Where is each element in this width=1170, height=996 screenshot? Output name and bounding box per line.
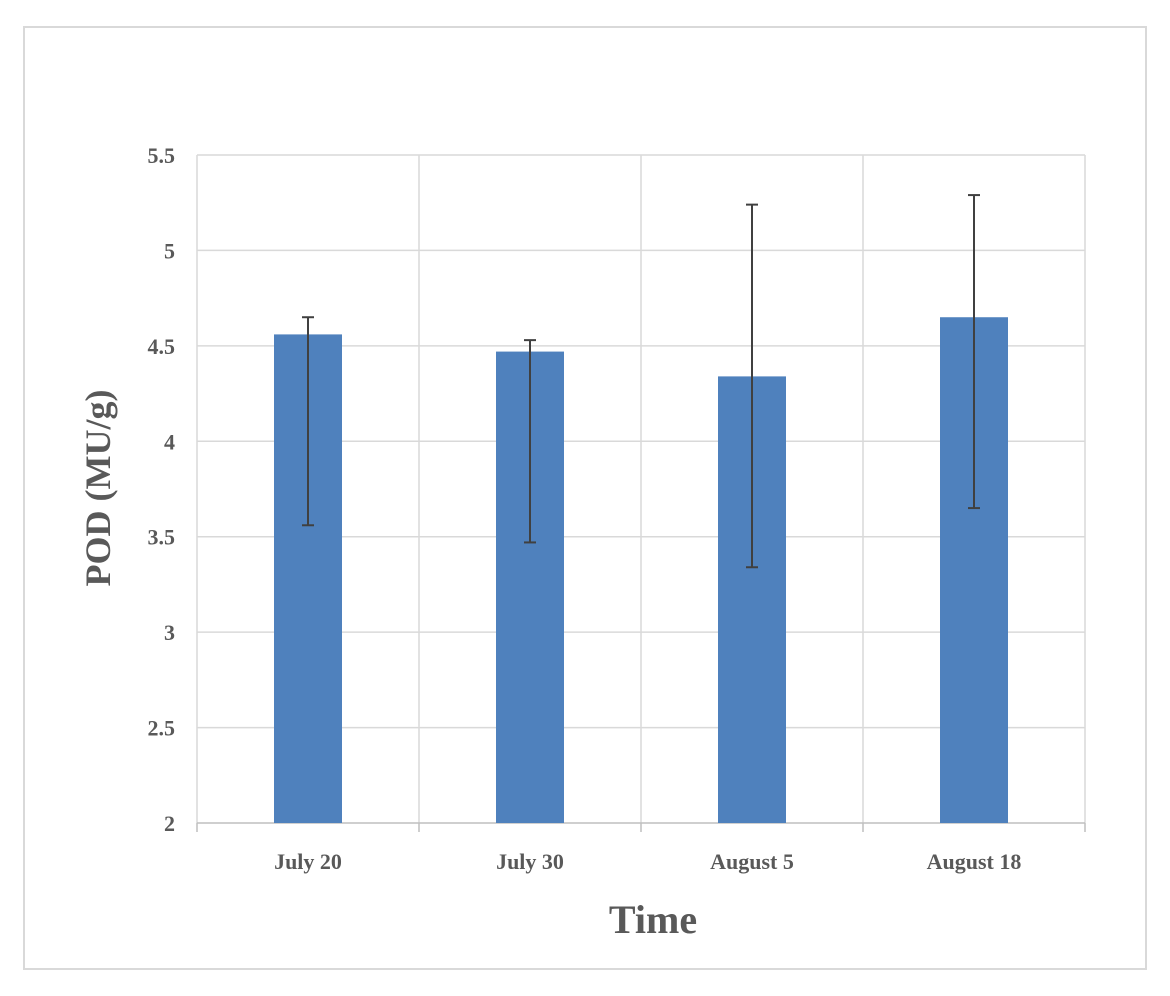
bars <box>274 317 1008 823</box>
error-bar <box>746 203 758 569</box>
x-tick-label: August 18 <box>927 849 1022 874</box>
error-bar <box>968 194 980 510</box>
y-tick-label: 3 <box>164 620 175 645</box>
x-axis: July 20 July 30 August 5 August 18 <box>196 822 1086 874</box>
y-tick-label: 3.5 <box>148 525 176 550</box>
y-tick-label: 2 <box>164 811 175 836</box>
x-axis-title: Time <box>609 897 697 942</box>
x-tick-label: July 20 <box>274 849 342 874</box>
error-bars <box>302 194 980 569</box>
x-tick-label: July 30 <box>496 849 564 874</box>
gridlines <box>196 154 1086 823</box>
y-tick-label: 2.5 <box>148 716 176 741</box>
error-bar <box>302 316 314 527</box>
y-axis-ticks: 2 2.5 3 3.5 4 4.5 5 5.5 <box>148 143 176 836</box>
y-axis-title: POD (MU/g) <box>78 390 118 587</box>
y-tick-label: 4 <box>164 429 175 454</box>
y-tick-label: 5 <box>164 238 175 263</box>
y-tick-label: 5.5 <box>148 143 176 168</box>
y-tick-label: 4.5 <box>148 334 176 359</box>
x-tick-label: August 5 <box>710 849 794 874</box>
error-bar <box>524 339 536 544</box>
